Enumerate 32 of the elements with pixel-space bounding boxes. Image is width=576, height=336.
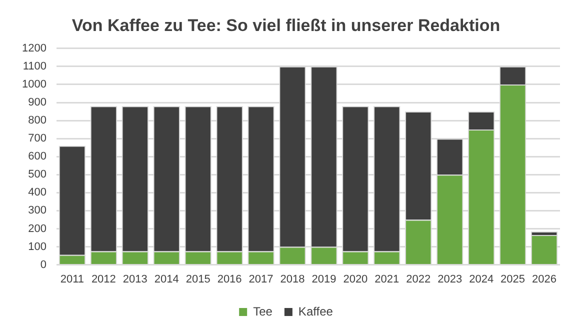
y-tick-label: 600 [28,150,46,163]
y-tick-label: 1100 [22,60,46,72]
x-tick-label: 2013 [122,273,148,286]
x-tick-label: 2020 [343,273,368,286]
y-tick-label: 300 [28,204,46,217]
x-tick-label: 2023 [438,273,462,286]
x-tick-label: 2011 [60,273,84,286]
y-tick-label: 1000 [22,78,46,90]
chart-title: Von Kaffee zu Tee: So viel fließt in unserer Redaktion [72,16,500,35]
y-tick-label: 1200 [22,42,46,54]
y-tick-label: 200 [28,222,46,235]
x-tick-label: 2016 [217,273,242,286]
x-tick-label: 2017 [248,273,274,286]
y-tick-label: 700 [28,132,46,145]
x-tick-label: 2014 [154,273,179,286]
y-tick-label: 800 [28,114,46,127]
x-tick-label: 2012 [91,273,116,286]
legend-label: Tee [253,304,273,318]
x-tick-label: 2025 [500,273,526,286]
y-tick-label: 0 [40,258,46,271]
y-tick-label: 100 [28,240,46,253]
x-tick-label: 2015 [186,273,210,286]
x-tick-label: 2024 [469,273,494,286]
y-tick-label: 400 [28,186,46,199]
x-tick-label: 2018 [280,273,305,286]
y-tick-label: 900 [28,96,46,109]
x-tick-label: 2021 [374,273,400,286]
x-tick-label: 2019 [312,273,336,286]
legend-label: Kaffee [298,304,334,318]
x-tick-label: 2026 [532,273,557,286]
x-tick-label: 2022 [406,273,431,286]
y-tick-label: 500 [28,168,46,181]
